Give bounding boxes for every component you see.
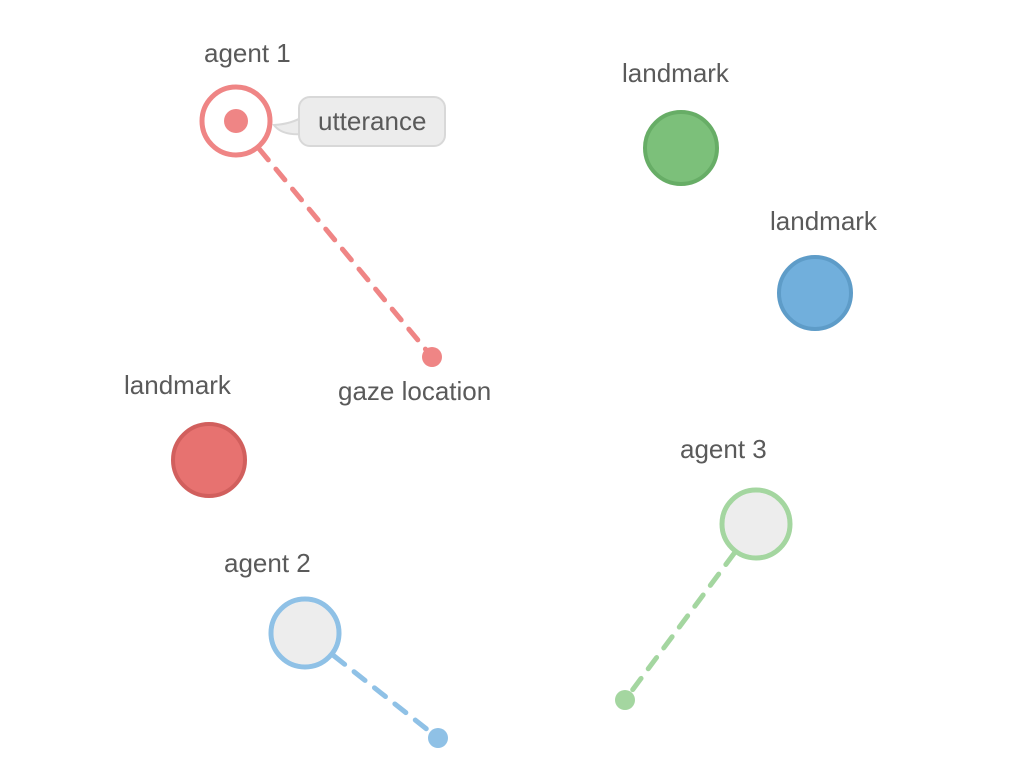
agent2-gaze-line: [334, 656, 431, 732]
landmark-green-circle: [645, 112, 717, 184]
agent1-speech-bubble: utterance: [298, 96, 446, 147]
agent1-label: agent 1: [204, 38, 291, 69]
landmark-blue-circle: [779, 257, 851, 329]
agent3-gaze-line: [631, 553, 734, 692]
landmark-blue-label: landmark: [770, 206, 877, 237]
agent3-label: agent 3: [680, 434, 767, 465]
agent2-gaze-dot: [428, 728, 448, 748]
agent1-center-dot: [224, 109, 248, 133]
agent1-gaze-line: [259, 149, 425, 349]
agent2-inner-fill: [274, 602, 337, 665]
agent1-gaze-dot: [422, 347, 442, 367]
gaze-location-label: gaze location: [338, 376, 491, 407]
agent3-gaze-dot: [615, 690, 635, 710]
landmark-green-label: landmark: [622, 58, 729, 89]
agent2-label: agent 2: [224, 548, 311, 579]
landmark-red-label: landmark: [124, 370, 231, 401]
landmark-red-circle: [173, 424, 245, 496]
agent3-inner-fill: [725, 493, 788, 556]
